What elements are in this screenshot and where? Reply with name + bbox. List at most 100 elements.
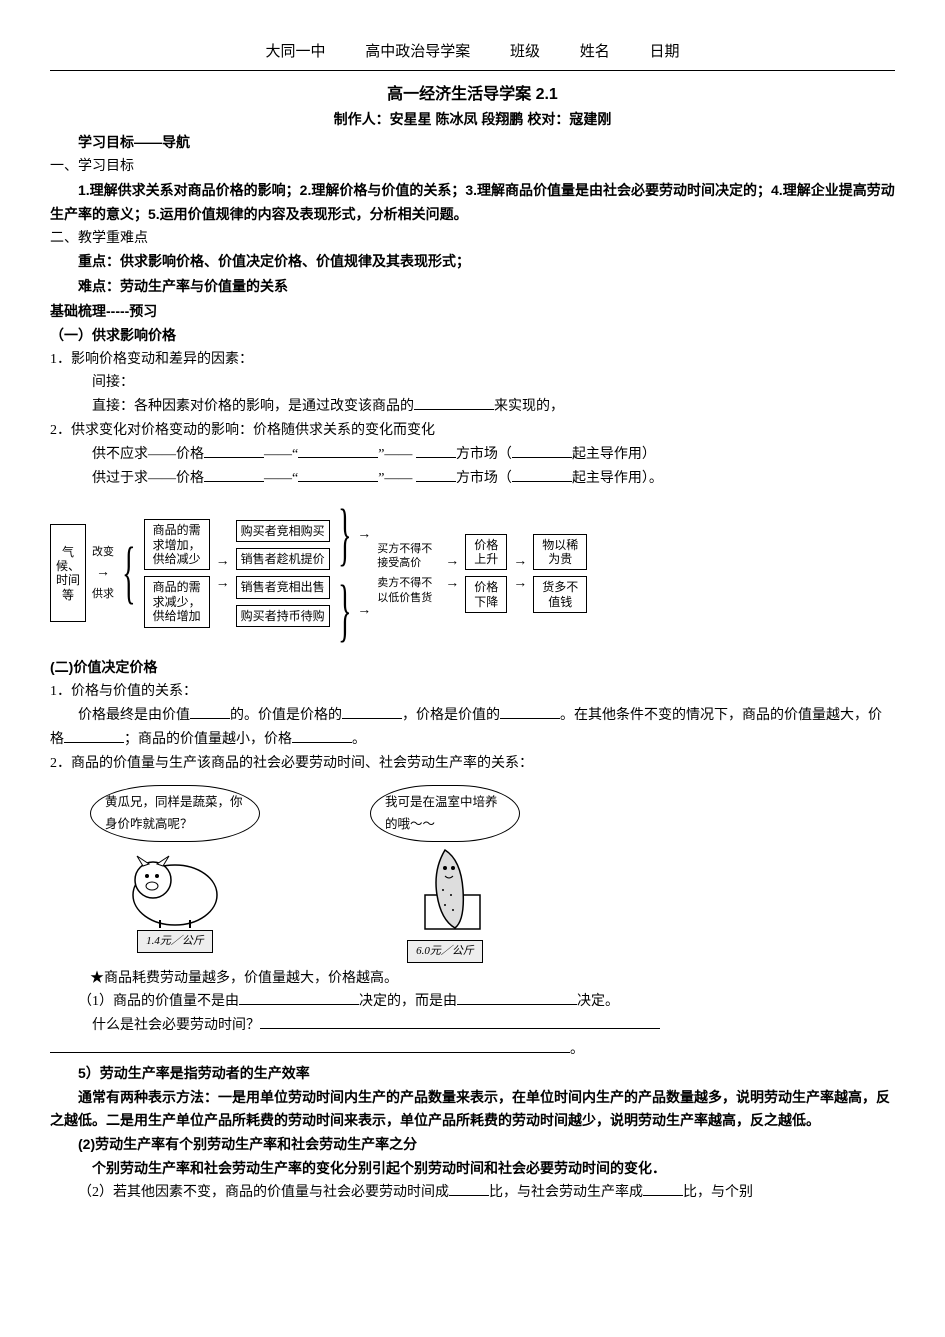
subject: 高中政治导学案	[365, 44, 470, 60]
s2-heading: (二)价值决定价格	[50, 656, 895, 680]
flow-node: 销售者趁机提价	[236, 548, 330, 570]
diff-heading: 二、教学重难点	[50, 227, 895, 251]
s2-1a: 价格最终是由价值的。价值是价格的，价格是价值的。在其他条件不变的情况下，商品的价…	[50, 704, 895, 752]
t: ；商品的价值量越小，价格	[124, 732, 292, 747]
s2-5h: 5）劳动生产率是指劳动者的生产效率	[50, 1062, 895, 1086]
name-label: 姓名	[580, 44, 610, 60]
pig-icon	[115, 840, 235, 930]
arrow-icon: →	[357, 527, 371, 544]
section-nav: 学习目标——导航	[50, 131, 895, 155]
t: 什么是社会必要劳动时间？	[92, 1018, 260, 1033]
t: 起主导作用）	[572, 447, 656, 462]
cartoon-caption: ★商品耗费劳动量越多，价值量越大，价格越高。	[90, 967, 895, 991]
flow-node: 商品的需求减少，供给增加	[144, 576, 210, 627]
t: 起主导作用）。	[572, 471, 663, 486]
s1-1b-pre: 直接：各种因素对价格的影响，是通过改变该商品的	[92, 399, 414, 414]
blank	[643, 1181, 683, 1196]
blank	[239, 990, 359, 1005]
cartoon: 黄瓜兄，同样是蔬菜，你身价咋就高呢？ 1.4元／公斤 我可是在温室中培养的哦～～…	[90, 785, 520, 962]
arrow-icon: →	[216, 576, 230, 593]
blank	[64, 728, 124, 743]
price-tag: 6.0元／公斤	[407, 940, 483, 963]
goals-text: 1.理解供求关系对商品价格的影响；2.理解价格与价值的关系；3.理解商品价值量是…	[50, 179, 895, 227]
t: 决定的，而是由	[359, 994, 457, 1009]
flow-node: 销售者竞相出售	[236, 576, 330, 598]
flow-node: 物以稀为贵	[533, 534, 587, 571]
t: ”——	[378, 471, 416, 486]
flow-label: 供求	[92, 588, 114, 601]
blank	[449, 1181, 489, 1196]
t: ——“	[264, 447, 298, 462]
arrow-icon: →	[513, 576, 527, 593]
header-rule	[50, 70, 895, 71]
blank	[512, 467, 572, 482]
t: 的。价值是价格的	[230, 708, 342, 723]
s1-1a: 间接：	[50, 371, 895, 395]
brace-icon: {	[122, 538, 135, 608]
doc-title: 高一经济生活导学案 2.1	[50, 81, 895, 108]
flow-node: 价格上升	[465, 534, 507, 571]
flow-text: 买方不得不接受高价	[377, 542, 439, 571]
diff-key-label: 重点：	[78, 253, 120, 269]
blank	[190, 704, 230, 719]
s2-2b-p: 个别劳动生产率和社会劳动生产率的变化分别引起个别劳动时间和社会必要劳动时间的变化…	[50, 1157, 895, 1181]
flow-node: 价格下降	[465, 576, 507, 613]
t: 。	[352, 732, 366, 747]
diff-hard-label: 难点：	[78, 278, 120, 294]
speech-bubble: 黄瓜兄，同样是蔬菜，你身价咋就高呢？	[90, 785, 260, 842]
blank	[292, 728, 352, 743]
t: 价格最终是由价值	[78, 708, 190, 723]
blank	[500, 704, 560, 719]
blank	[414, 395, 494, 410]
t: 比，与个别	[683, 1185, 753, 1200]
blank	[204, 443, 264, 458]
t: 比，与社会劳动生产率成	[489, 1185, 643, 1200]
diff-hard-text: 劳动生产率与价值量的关系	[120, 278, 288, 294]
cucumber-icon: 温	[395, 840, 495, 940]
flow-text: 卖方不得不以低价售货	[377, 576, 439, 605]
blank	[204, 467, 264, 482]
flow-node: 购买者竞相购买	[236, 520, 330, 542]
t: （1）商品的价值量不是由	[78, 994, 239, 1009]
s1-heading: （一）供求影响价格	[50, 324, 895, 348]
diff-key-text: 供求影响价格、价值决定价格、价值规律及其表现形式；	[120, 253, 470, 269]
arrow-icon: →	[513, 554, 527, 571]
s2-q1: （1）商品的价值量不是由 决定的，而是由 决定。	[50, 990, 895, 1014]
s2-q1b: 什么是社会必要劳动时间？	[50, 1014, 895, 1038]
blank	[298, 467, 378, 482]
t: ——“	[264, 471, 298, 486]
s1-1b-post: 来实现的，	[494, 399, 564, 414]
flow-node: 商品的需求增加，供给减少	[144, 519, 210, 570]
class-label: 班级	[510, 44, 540, 60]
blank	[416, 443, 456, 458]
s2-5p: 通常有两种表示方法：一是用单位劳动时间内生产的产品数量来表示，在单位时间内生产的…	[50, 1086, 895, 1134]
t: 方市场（	[456, 447, 512, 462]
t: （2）若其他因素不变，商品的价值量与社会必要劳动时间成	[78, 1185, 449, 1200]
diff-key: 重点：供求影响价格、价值决定价格、价值规律及其表现形式；	[50, 250, 895, 275]
t: 供过于求——价格	[92, 471, 204, 486]
blank	[457, 990, 577, 1005]
price-tag: 1.4元／公斤	[137, 930, 213, 953]
flow-node: 购买者持币待购	[236, 605, 330, 627]
byline: 制作人：安星星 陈冰凤 段翔鹏 校对：寇建刚	[50, 108, 895, 132]
blank	[416, 467, 456, 482]
flowchart: 气候、时间等 改变 → 供求 { 商品的需求增加，供给减少 商品的需求减少，供给…	[50, 500, 895, 646]
school: 大同一中	[265, 44, 325, 60]
brace-icon: }	[338, 576, 351, 646]
s1-1b: 直接：各种因素对价格的影响，是通过改变该商品的 来实现的，	[50, 395, 895, 419]
s2-1: 1．价格与价值的关系：	[50, 680, 895, 704]
byline-prefix: 制作人：	[334, 111, 390, 127]
s1-2a: 供不应求——价格——“”—— 方市场（起主导作用）	[50, 443, 895, 467]
s1-1: 1．影响价格变动和差异的因素：	[50, 348, 895, 372]
arrow-icon: →	[216, 554, 230, 571]
blank	[298, 443, 378, 458]
arrow-icon: →	[445, 576, 459, 593]
long-blank: 。	[50, 1038, 895, 1062]
section-preview: 基础梳理-----预习	[50, 300, 895, 324]
arrow-icon: →	[357, 603, 371, 620]
blank	[342, 704, 402, 719]
diff-hard: 难点：劳动生产率与价值量的关系	[50, 275, 895, 300]
flow-left: 气候、时间等	[50, 524, 86, 622]
goals-heading: 一、学习目标	[50, 155, 895, 179]
t: 决定。	[577, 994, 619, 1009]
